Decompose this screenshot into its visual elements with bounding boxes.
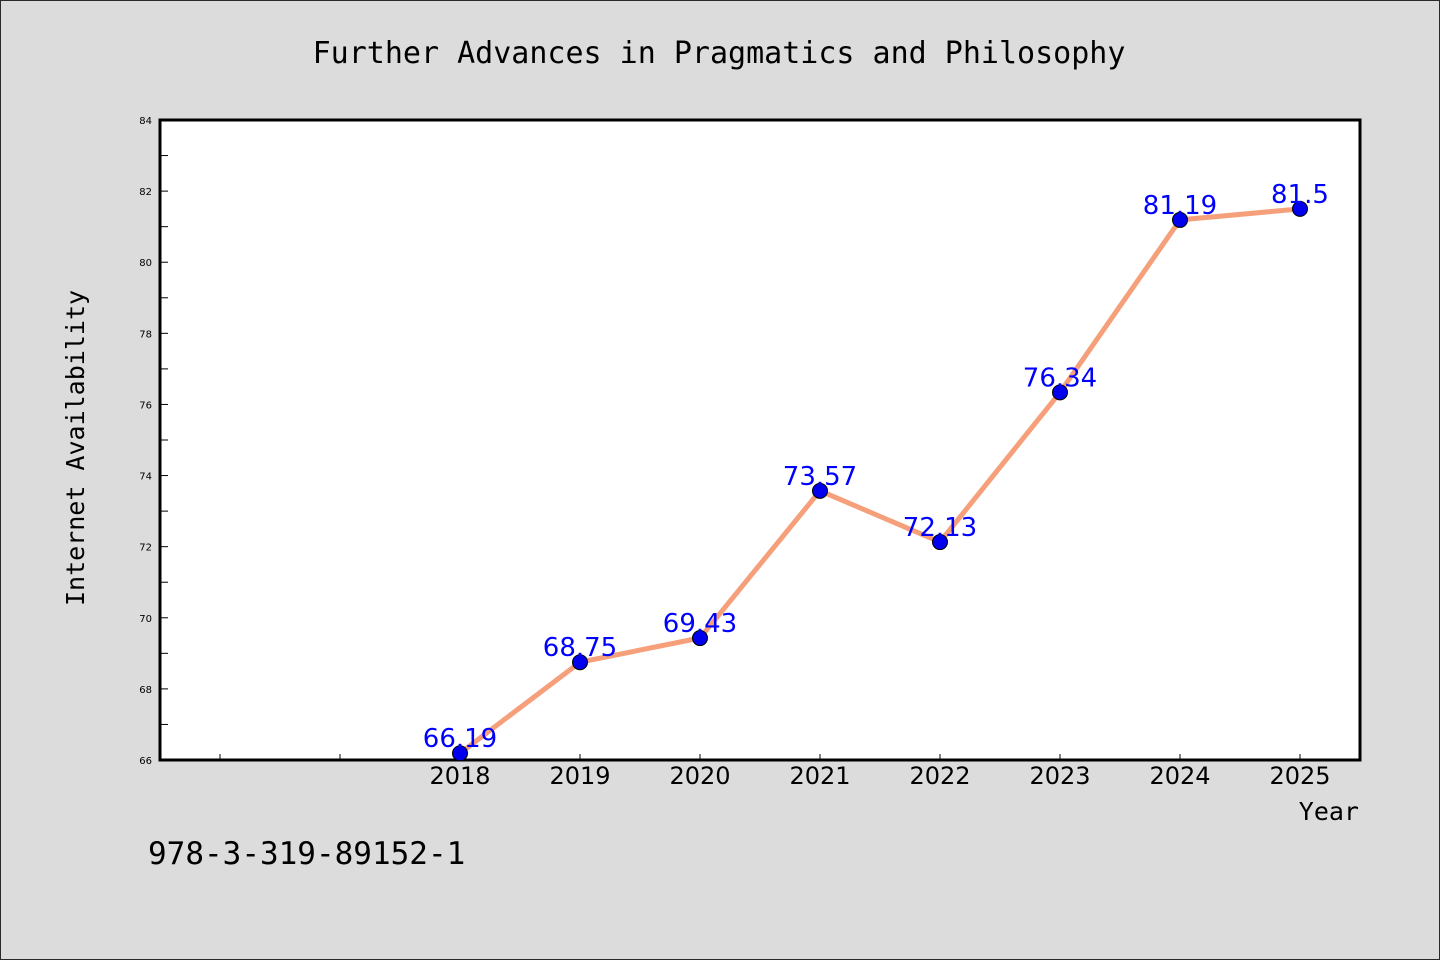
data-label: 72.13	[903, 513, 977, 543]
chart-title: Further Advances in Pragmatics and Philo…	[313, 36, 1126, 71]
y-tick-label: 76	[139, 400, 152, 411]
y-tick-label: 74	[139, 472, 152, 483]
data-point	[452, 745, 468, 762]
x-tick-label: 2018	[429, 762, 490, 790]
y-tick-label: 84	[139, 116, 152, 127]
plot-area	[158, 118, 1362, 762]
data-label: 81.19	[1143, 191, 1217, 221]
data-label: 69.43	[663, 609, 737, 639]
x-tick-label: 2023	[1029, 762, 1090, 790]
data-point	[812, 482, 828, 499]
data-point	[932, 534, 948, 551]
y-tick-label: 66	[139, 756, 152, 767]
x-tick-label: 2025	[1269, 762, 1330, 790]
x-tick-label: 2019	[549, 762, 610, 790]
y-tick-label: 68	[139, 685, 152, 696]
data-label: 66.19	[423, 724, 497, 754]
x-tick-label: 2021	[789, 762, 850, 790]
y-axis-ticks: 66 68 70 72 74 76 78 80 82 84	[139, 116, 168, 767]
data-point	[1172, 211, 1188, 228]
x-axis-ticks: 2018 2019 2020 2021 2022 2023 2024 2025	[219, 754, 1331, 790]
y-minor-ticks	[160, 155, 168, 725]
data-label: 76.34	[1023, 363, 1097, 393]
x-tick-label: 2022	[909, 762, 970, 790]
y-tick-label: 80	[139, 258, 152, 269]
y-axis-label: Internet Availability	[61, 290, 90, 606]
y-tick-label: 82	[139, 187, 152, 198]
x-tick-label: 2024	[1149, 762, 1210, 790]
isbn-footer: 978-3-319-89152-1	[148, 836, 465, 872]
series-markers	[452, 200, 1308, 762]
data-label: 73.57	[783, 462, 857, 492]
data-label: 68.75	[543, 633, 617, 663]
x-tick-label: 2020	[669, 762, 730, 790]
series-line	[457, 206, 1303, 756]
data-point	[1052, 384, 1068, 401]
x-axis-label: Year	[1299, 797, 1359, 826]
data-labels: 66.19 68.75 69.43 73.57 72.13 76.34 81.19 81.5	[423, 180, 1329, 754]
data-point	[692, 630, 708, 647]
y-tick-label: 72	[139, 543, 152, 554]
data-label: 81.5	[1271, 180, 1329, 210]
y-tick-label: 70	[139, 614, 152, 625]
data-point	[572, 654, 588, 671]
y-tick-label: 78	[139, 329, 152, 340]
data-point	[1292, 200, 1308, 217]
